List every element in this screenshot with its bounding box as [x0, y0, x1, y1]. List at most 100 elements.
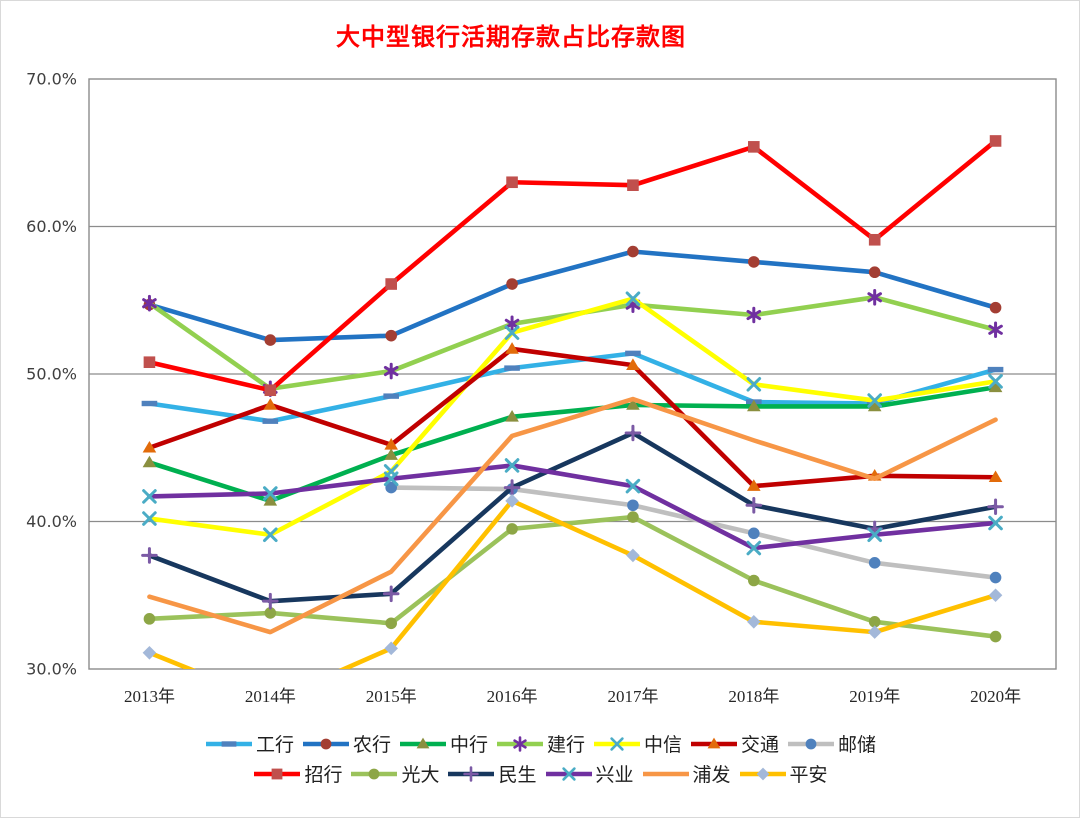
x-axis-tick-label: 2015年 [366, 687, 417, 706]
series-marker-circle [385, 481, 397, 494]
series-marker-x [504, 325, 520, 340]
legend-label: 光大 [401, 765, 440, 786]
legend-label: 中行 [449, 735, 488, 756]
series-marker-circle [627, 499, 639, 512]
legend-row: 工行 农行 中行 建行 中信 交通 邮储 [204, 730, 876, 757]
legend-swatch [351, 768, 398, 779]
y-axis-tick-label: 40.0% [26, 512, 77, 531]
series-marker-x [263, 527, 278, 543]
series-marker-circle [989, 630, 1002, 643]
series-marker-circle [264, 607, 277, 619]
series-marker-triangle [416, 737, 430, 748]
x-axis-tick-label: 2018年 [728, 687, 779, 706]
legend-item-平安: 平安 [738, 760, 828, 787]
series-marker-circle [320, 738, 332, 749]
series-line-中行 [147, 384, 998, 504]
series-marker-circle [506, 523, 518, 535]
x-axis-tick-label: 2020年 [970, 687, 1021, 706]
y-axis-tick-label: 30.0% [26, 660, 77, 679]
series-marker-triangle [142, 455, 157, 468]
series-marker-triangle [626, 358, 640, 370]
series-marker-square [264, 384, 277, 397]
series-marker-asterisk [504, 315, 520, 333]
legend-label: 民生 [498, 765, 537, 786]
series-marker-x [867, 527, 882, 543]
legend-swatch [545, 766, 592, 781]
series-line-农行 [147, 249, 998, 343]
series-marker-diamond [988, 588, 1003, 603]
series-marker-circle [989, 301, 1002, 314]
series-marker-triangle [988, 470, 1003, 483]
series-marker-diamond [142, 645, 157, 660]
series-marker-triangle [263, 494, 278, 506]
legend-item-民生: 民生 [446, 760, 537, 787]
series-marker-triangle [384, 448, 398, 460]
legend-swatch [302, 738, 349, 749]
legend-swatch [254, 768, 301, 779]
series-marker-triangle [988, 380, 1003, 393]
series-line-建行 [147, 294, 998, 392]
legend-label: 交通 [741, 735, 780, 756]
series-marker-asterisk [383, 362, 399, 380]
y-axis-tick-label: 70.0% [26, 70, 77, 89]
series-marker-dash [625, 350, 641, 357]
legend-label: 建行 [546, 735, 585, 756]
legend-label: 邮储 [838, 735, 877, 756]
series-marker-asterisk [988, 321, 1003, 339]
series-marker-asterisk [513, 735, 527, 752]
series-marker-triangle [626, 398, 640, 410]
series-marker-asterisk [867, 289, 882, 306]
series-marker-triangle [384, 438, 398, 450]
series-marker-square [989, 135, 1002, 147]
series-marker-circle [627, 511, 639, 523]
series-marker-circle [868, 266, 881, 279]
series-marker-x [625, 291, 641, 307]
series-marker-square [272, 768, 283, 779]
legend-swatch [448, 765, 495, 782]
series-marker-triangle [747, 399, 761, 412]
series-marker-triangle [263, 398, 278, 410]
series-marker-dash [987, 366, 1004, 373]
series-marker-triangle [505, 409, 519, 422]
chart-legend: 工行 农行 中行 建行 中信 交通 邮储 招行 光大 民生 兴业 浦发 平安 [1, 730, 1079, 787]
legend-item-邮储: 邮储 [786, 730, 876, 757]
series-marker-plus [382, 585, 400, 603]
series-line-兴业 [147, 463, 998, 551]
series-marker-diamond [747, 615, 761, 629]
y-axis-tick-label: 50.0% [26, 365, 77, 384]
series-marker-diamond [384, 641, 398, 656]
x-axis-tick-label: 2016年 [487, 687, 538, 706]
series-marker-circle [369, 768, 380, 779]
series-line-民生 [147, 430, 998, 604]
series-marker-dash [504, 365, 520, 371]
series-marker-x [504, 458, 520, 473]
series-marker-diamond [756, 767, 769, 780]
legend-label: 农行 [352, 735, 391, 756]
series-marker-x [988, 374, 1003, 389]
legend-label: 兴业 [595, 765, 634, 786]
series-marker-x [610, 736, 624, 751]
series-marker-triangle [867, 399, 882, 412]
series-marker-plus [503, 479, 521, 496]
series-marker-x [988, 515, 1003, 531]
legend-item-浦发: 浦发 [641, 760, 731, 787]
series-marker-square [627, 179, 639, 191]
series-marker-diamond [505, 494, 519, 508]
series-marker-diamond [867, 625, 882, 639]
series-marker-x [383, 471, 399, 487]
series-marker-x [142, 511, 157, 526]
series-marker-dash [262, 418, 279, 424]
series-marker-square [385, 278, 397, 290]
legend-item-交通: 交通 [689, 730, 779, 757]
legend-label: 平安 [789, 765, 828, 786]
series-marker-circle [264, 334, 277, 346]
x-axis-tick-label: 2019年 [849, 687, 900, 706]
series-marker-circle [989, 571, 1002, 584]
series-marker-circle [506, 278, 518, 290]
x-axis-tick-label: 2014年 [245, 687, 296, 706]
legend-item-建行: 建行 [495, 730, 585, 757]
series-marker-triangle [747, 479, 761, 491]
series-marker-circle [748, 256, 760, 268]
series-marker-triangle [142, 440, 157, 453]
